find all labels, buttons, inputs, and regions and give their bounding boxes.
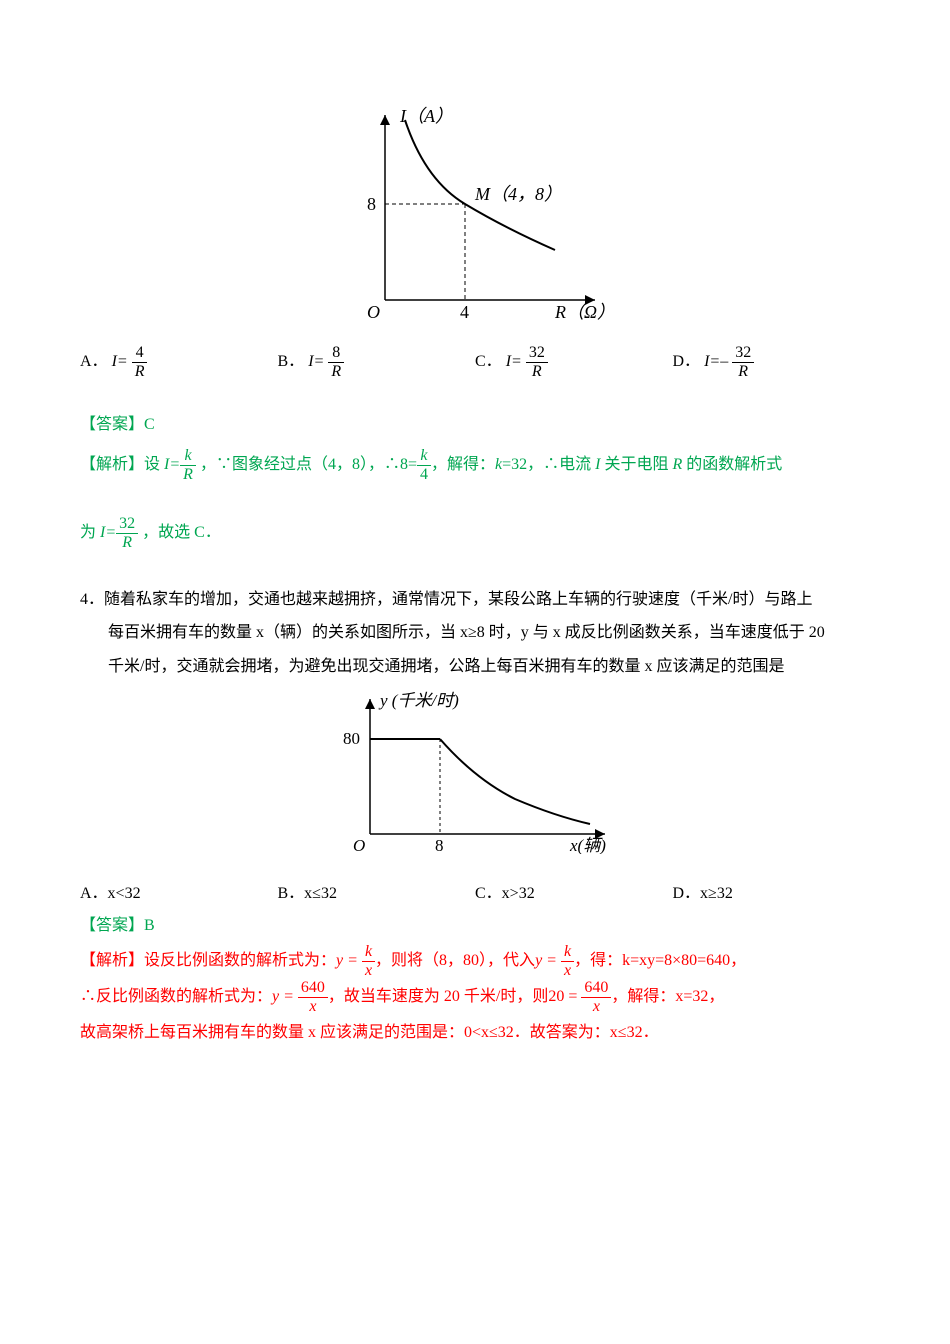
option-d: D． I=– 32 R bbox=[673, 345, 871, 380]
opt-b-prefix: B． bbox=[278, 353, 305, 370]
q4-answer-val: B bbox=[144, 917, 155, 934]
opt-c-frac: 32 R bbox=[526, 345, 548, 380]
q3-explain: 【解析】设 I=kR ，∵图象经过点（4，8），∴8=k4，解得：k=32，∴电… bbox=[80, 446, 870, 553]
g2-y-tick: 80 bbox=[343, 729, 360, 748]
q4-answer: 【答案】B bbox=[80, 911, 870, 935]
g2-y-label: y (千米/时) bbox=[378, 691, 459, 710]
option-b: B． I= 8 R bbox=[278, 345, 476, 380]
y-axis-label: I（A） bbox=[399, 106, 453, 126]
opt-b-frac: 8 R bbox=[328, 345, 344, 380]
q4-opt-a: A．x<32 bbox=[80, 879, 278, 903]
answer-label: 【答案】 bbox=[80, 416, 144, 433]
q3-options: A． I= 4 R B． I= 8 R C． I= 32 R D． I=– bbox=[80, 345, 870, 380]
q4: 4．随着私家车的增加，交通也越来越拥挤，通常情况下，某段公路上车辆的行驶速度（千… bbox=[80, 583, 870, 684]
opt-d-prefix: D． bbox=[673, 353, 701, 370]
opt-a-frac: 4 R bbox=[132, 345, 148, 380]
graph-q4: y (千米/时) x(辆) 80 8 O bbox=[80, 684, 870, 859]
opt-d-frac: 32 R bbox=[732, 345, 754, 380]
q4-options: A．x<32 B．x≤32 C．x>32 D．x≥32 bbox=[80, 879, 870, 903]
q3-answer: 【答案】C bbox=[80, 410, 870, 434]
opt-c-lhs: I= bbox=[506, 353, 522, 370]
q4-opt-b: B．x≤32 bbox=[278, 879, 476, 903]
q4-explain-l1: 【解析】设反比例函数的解析式为：y = kx，则将（8，80），代入y = kx… bbox=[80, 943, 870, 979]
curve-graph-1: I（A） R（Ω） 8 4 O M（4，8） bbox=[325, 100, 625, 320]
q4-opt-d: D．x≥32 bbox=[673, 879, 871, 903]
opt-a-prefix: A． bbox=[80, 353, 108, 370]
opt-a-lhs: I= bbox=[112, 353, 128, 370]
q3-explain-line2: 为 I=32R ，故选 C． bbox=[80, 514, 870, 552]
q4-explain-l2: ∴反比例函数的解析式为：y = 640x，故当车速度为 20 千米/时，则20 … bbox=[80, 979, 870, 1015]
y-tick: 8 bbox=[367, 194, 376, 214]
x-axis-label: R（Ω） bbox=[554, 302, 615, 320]
curve-graph-2: y (千米/时) x(辆) 80 8 O bbox=[315, 684, 635, 854]
q3-explain-line1: 【解析】设 I=kR ，∵图象经过点（4，8），∴8=k4，解得：k=32，∴电… bbox=[80, 446, 870, 484]
q4-opt-c: C．x>32 bbox=[475, 879, 673, 903]
q4-line1: 4．随着私家车的增加，交通也越来越拥挤，通常情况下，某段公路上车辆的行驶速度（千… bbox=[80, 583, 870, 617]
q4-line3: 千米/时，交通就会拥堵，为避免出现交通拥堵，公路上每百米拥有车的数量 x 应该满… bbox=[80, 650, 870, 684]
g2-x-label: x(辆) bbox=[569, 836, 606, 854]
origin: O bbox=[367, 302, 380, 320]
opt-c-prefix: C． bbox=[475, 353, 502, 370]
q4-answer-label: 【答案】 bbox=[80, 917, 144, 934]
q4-explain-label: 【解析】 bbox=[80, 952, 144, 969]
q4-explain: 【解析】设反比例函数的解析式为：y = kx，则将（8，80），代入y = kx… bbox=[80, 943, 870, 1051]
option-a: A． I= 4 R bbox=[80, 345, 278, 380]
g2-x-tick: 8 bbox=[435, 836, 444, 854]
q4-line2: 每百米拥有车的数量 x（辆）的关系如图所示，当 x≥8 时，y 与 x 成反比例… bbox=[80, 616, 870, 650]
answer-val: C bbox=[144, 416, 155, 433]
opt-b-lhs: I= bbox=[308, 353, 324, 370]
point-m: M（4，8） bbox=[474, 184, 562, 204]
opt-d-lhs: I=– bbox=[704, 353, 728, 370]
page: I（A） R（Ω） 8 4 O M（4，8） A． I= 4 R B． I= 8… bbox=[0, 0, 950, 1110]
q4-explain-l3: 故高架桥上每百米拥有车的数量 x 应该满足的范围是：0<x≤32．故答案为：x≤… bbox=[80, 1015, 870, 1050]
option-c: C． I= 32 R bbox=[475, 345, 673, 380]
explain-label: 【解析】 bbox=[80, 456, 144, 473]
g2-origin: O bbox=[353, 836, 365, 854]
x-tick: 4 bbox=[460, 302, 469, 320]
spacer bbox=[80, 484, 870, 514]
graph-q3: I（A） R（Ω） 8 4 O M（4，8） bbox=[80, 100, 870, 325]
